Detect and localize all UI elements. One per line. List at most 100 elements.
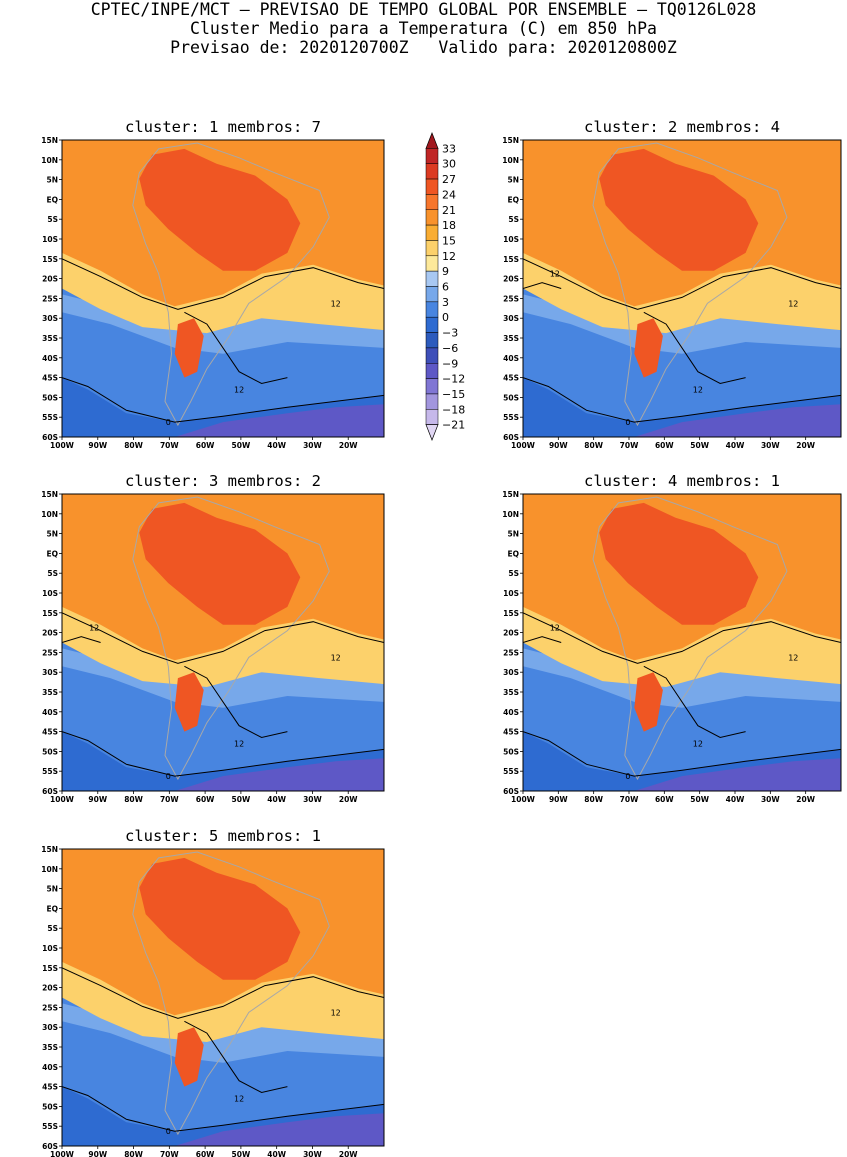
lat-label: EQ: [508, 549, 520, 558]
contour-label: 12: [331, 299, 341, 308]
lat-label: 25S: [503, 648, 519, 657]
lon-label: 90W: [549, 795, 568, 804]
contour-label: 12: [550, 624, 560, 633]
lat-label: 5N: [508, 176, 520, 185]
contour-label: 12: [550, 270, 560, 279]
coastline: [132, 851, 330, 1136]
lat-label: 40S: [503, 708, 519, 717]
lat-label: 15N: [502, 490, 519, 499]
lon-label: 70W: [160, 1150, 179, 1157]
panel-title: cluster: 3 membros: 2: [125, 472, 321, 490]
lat-label: 40S: [42, 1063, 58, 1072]
lon-label: 80W: [124, 795, 143, 804]
lat-label: 60S: [42, 787, 58, 796]
map-panel-4: 12 12 12 0 cluster: 4 membros: 1 15N 10N 5N EQ 5S…: [502, 472, 842, 804]
lat-label: 20S: [42, 275, 58, 284]
colorbar-label: 30: [442, 158, 456, 171]
field-land-hot: [139, 502, 301, 625]
contour-line: [62, 258, 384, 310]
lat-label: 10S: [503, 235, 519, 244]
contour-label: 12: [693, 385, 703, 394]
colorbar-label: 6: [442, 281, 449, 294]
colorbar-swatch: [425, 255, 439, 272]
contour-line: [62, 1086, 384, 1132]
field-land-hot: [139, 148, 301, 271]
lat-label: 60S: [503, 433, 519, 442]
coastline: [592, 142, 788, 427]
contour-line: [62, 967, 384, 1019]
colorbar-label: −21: [442, 419, 465, 432]
lat-label: 10N: [41, 510, 58, 519]
lat-label: 10N: [502, 156, 519, 165]
contour-label: 12: [788, 653, 798, 662]
lat-label: EQ: [47, 195, 59, 204]
field-chile-hot: [174, 1027, 204, 1087]
header-line-2: Cluster Medio para a Temperatura (C) em …: [190, 19, 657, 38]
colorbar-label: −9: [442, 357, 458, 370]
colorbar-label: −3: [442, 327, 458, 340]
field-chile-hot: [634, 318, 663, 378]
colorbar-swatch: [425, 378, 439, 395]
lat-label: 50S: [42, 747, 58, 756]
colorbar-label: 33: [442, 142, 456, 155]
lat-label: 20S: [42, 629, 58, 638]
contour-line: [184, 311, 288, 385]
map-frame: [522, 493, 842, 792]
map-field: 12 12 0: [62, 140, 384, 437]
coastline: [592, 496, 788, 781]
lat-label: 35S: [42, 334, 58, 343]
contour-line: [643, 665, 746, 739]
contour-label: 0: [166, 772, 171, 781]
field-purple: [174, 1113, 384, 1146]
lat-label: 5N: [47, 530, 59, 539]
lon-label: 80W: [124, 441, 143, 450]
field-chile-hot: [174, 672, 204, 732]
field-land-hot: [139, 857, 301, 980]
colorbar-swatch: [425, 224, 439, 241]
field-land-hot: [599, 148, 759, 271]
lat-label: 20S: [42, 984, 58, 993]
contour-line: [184, 665, 288, 739]
lon-label: 50W: [690, 441, 709, 450]
lon-label: 30W: [761, 795, 780, 804]
colorbar-swatch: [425, 409, 439, 425]
colorbar-swatch: [425, 301, 439, 318]
contour-label: 12: [331, 1008, 341, 1017]
colorbar-label: −15: [442, 388, 465, 401]
lat-label: 50S: [42, 393, 58, 402]
contour-label: 12: [234, 385, 244, 394]
map-panel-3: 12 12 12 0 cluster: 3 membros: 2 15N 10N 5N EQ 5S…: [41, 472, 385, 804]
lon-label: 50W: [690, 795, 709, 804]
colorbar-label: −18: [442, 403, 465, 416]
lat-label: 10S: [503, 589, 519, 598]
panel-title: cluster: 1 membros: 7: [125, 118, 321, 136]
coastline: [132, 496, 330, 781]
lat-label: 25S: [42, 648, 58, 657]
colorbar-swatch: [425, 393, 439, 410]
contour-label: 12: [788, 299, 798, 308]
map-panel-2: 12 12 12 0 cluster: 2 membros: 4 15N 10N 5N EQ 5S…: [502, 118, 842, 450]
lon-label: 70W: [160, 795, 179, 804]
lat-label: 55S: [503, 413, 519, 422]
lon-label: 40W: [267, 1150, 286, 1157]
lon-label: 90W: [88, 441, 107, 450]
colorbar-label: 3: [442, 296, 449, 309]
lat-label: 50S: [503, 747, 519, 756]
lat-label: 35S: [503, 688, 519, 697]
lon-label: 20W: [796, 441, 815, 450]
contour-line: [523, 377, 841, 423]
field-purple: [634, 758, 841, 791]
lat-label: 30S: [42, 314, 58, 323]
lat-label: 10N: [41, 156, 58, 165]
lon-label: 100W: [511, 441, 536, 450]
lon-label: 100W: [50, 795, 75, 804]
contour-label: 12: [693, 739, 703, 748]
map-frame: [61, 139, 385, 438]
header-line-1: CPTEC/INPE/MCT – PREVISAO DE TEMPO GLOBA…: [90, 0, 757, 19]
lon-label: 40W: [267, 441, 286, 450]
lat-label: 60S: [503, 787, 519, 796]
lat-label: 25S: [42, 294, 58, 303]
lat-label: 5S: [47, 215, 58, 224]
contour-line: [62, 377, 384, 423]
